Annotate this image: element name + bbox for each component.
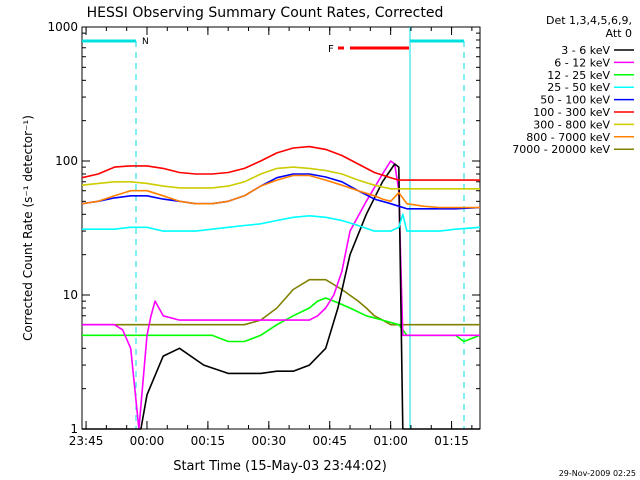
footer-timestamp: 29-Nov-2009 02:25 — [559, 469, 636, 478]
series-line-5 — [81, 145, 480, 181]
flare-marker-label: F — [328, 44, 334, 55]
chart-title: HESSI Observing Summary Count Rates, Cor… — [87, 5, 444, 21]
x-tick-label: 00:00 — [130, 434, 165, 448]
observing-overlays: N F — [82, 27, 465, 429]
series-line-4 — [81, 173, 481, 210]
legend-entry-label: 100 - 300 keV — [533, 106, 610, 119]
y-tick-label: 1000 — [47, 20, 78, 34]
series-line-7 — [81, 174, 480, 209]
legend-entry-label: 3 - 6 keV — [561, 44, 610, 57]
legend-entry-label: 50 - 100 keV — [540, 94, 610, 107]
legend-entry-label: 25 - 50 keV — [547, 81, 610, 94]
y-tick-label: 100 — [55, 154, 78, 168]
x-axis-label: Start Time (15-May-03 23:44:02) — [173, 459, 387, 474]
legend-entry-label: 12 - 25 keV — [547, 69, 610, 82]
night-marker-label: N — [142, 37, 149, 47]
legend-header-line1: Det 1,3,4,5,6,9, — [546, 14, 632, 27]
legend-entry-label: 300 - 800 keV — [533, 118, 610, 131]
series-line-3 — [82, 213, 481, 232]
x-tick-label: 00:15 — [191, 434, 226, 448]
series-line-1 — [82, 160, 480, 430]
axis-ticks: 23:45 00:00 00:15 00:30 00:45 01:00 01:15 1 10 10… — [47, 20, 480, 448]
x-tick-label: 01:00 — [373, 434, 408, 448]
y-tick-label: 10 — [63, 288, 78, 302]
x-tick-label: 01:15 — [434, 434, 469, 448]
series-line-8 — [82, 278, 480, 326]
legend-entry-label: 800 - 7000 keV — [526, 131, 610, 144]
y-axis-label: Corrected Count Rate (s⁻¹ detector⁻¹) — [21, 115, 35, 341]
y-tick-label: 1 — [70, 422, 78, 436]
series-line-6 — [81, 166, 480, 190]
series-line-0 — [82, 163, 480, 430]
legend-header-line2: Att 0 — [606, 27, 632, 40]
legend-entry-label: 6 - 12 keV — [554, 56, 610, 69]
x-tick-label: 00:30 — [252, 434, 287, 448]
x-tick-label: 00:45 — [312, 434, 347, 448]
legend-entry-label: 7000 - 20000 keV — [512, 143, 610, 156]
series-lines — [81, 145, 481, 430]
x-tick-label: 23:45 — [69, 434, 104, 448]
